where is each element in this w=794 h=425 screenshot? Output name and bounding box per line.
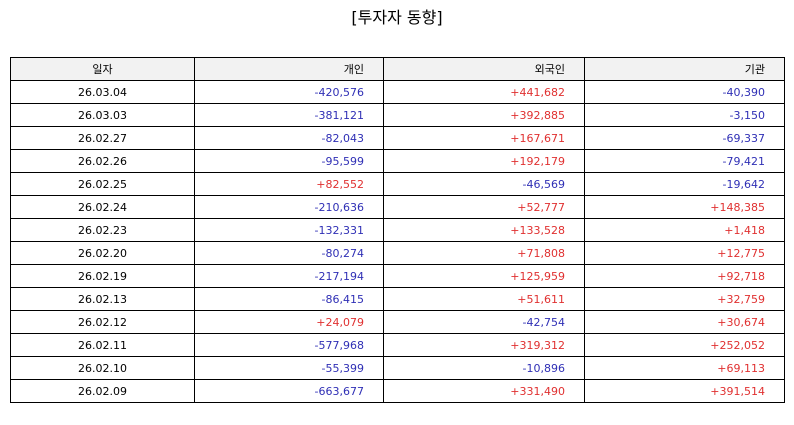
cell-date: 26.02.24 [10,195,195,219]
cell-date: 26.03.04 [10,80,195,104]
cell-foreign: +71,808 [383,241,585,265]
cell-individual: +24,079 [194,310,384,334]
cell-institution: -40,390 [584,80,785,104]
cell-institution: -79,421 [584,149,785,173]
cell-date: 26.02.20 [10,241,195,265]
header-institution: 기관 [584,57,785,81]
cell-foreign: +192,179 [383,149,585,173]
cell-date: 26.03.03 [10,103,195,127]
cell-date: 26.02.25 [10,172,195,196]
cell-foreign: +167,671 [383,126,585,150]
cell-date: 26.02.23 [10,218,195,242]
cell-institution: +32,759 [584,287,785,311]
cell-date: 26.02.27 [10,126,195,150]
cell-date: 26.02.13 [10,287,195,311]
cell-institution: +12,775 [584,241,785,265]
cell-individual: -577,968 [194,333,384,357]
cell-institution: +391,514 [584,379,785,403]
cell-individual: +82,552 [194,172,384,196]
table-row: 26.02.12 +24,079 -42,754 +30,674 [10,310,785,334]
cell-institution: +30,674 [584,310,785,334]
table-row: 26.03.04 -420,576 +441,682 -40,390 [10,80,785,104]
header-foreign: 외국인 [383,57,585,81]
cell-institution: +69,113 [584,356,785,380]
cell-date: 26.02.11 [10,333,195,357]
cell-foreign: +125,959 [383,264,585,288]
cell-institution: +252,052 [584,333,785,357]
cell-foreign: +441,682 [383,80,585,104]
cell-individual: -82,043 [194,126,384,150]
cell-institution: +148,385 [584,195,785,219]
cell-individual: -210,636 [194,195,384,219]
table-row: 26.02.19 -217,194 +125,959 +92,718 [10,264,785,288]
cell-institution: -19,642 [584,172,785,196]
table-row: 26.02.13 -86,415 +51,611 +32,759 [10,287,785,311]
cell-individual: -217,194 [194,264,384,288]
header-row: 일자 개인 외국인 기관 [10,57,785,81]
cell-foreign: +51,611 [383,287,585,311]
cell-individual: -420,576 [194,80,384,104]
cell-institution: +92,718 [584,264,785,288]
cell-foreign: -10,896 [383,356,585,380]
cell-individual: -132,331 [194,218,384,242]
cell-individual: -80,274 [194,241,384,265]
cell-institution: -3,150 [584,103,785,127]
table-row: 26.02.10 -55,399 -10,896 +69,113 [10,356,785,380]
cell-date: 26.02.26 [10,149,195,173]
cell-date: 26.02.09 [10,379,195,403]
table-row: 26.02.25 +82,552 -46,569 -19,642 [10,172,785,196]
table-row: 26.02.24 -210,636 +52,777 +148,385 [10,195,785,219]
cell-foreign: -46,569 [383,172,585,196]
table-row: 26.02.11 -577,968 +319,312 +252,052 [10,333,785,357]
cell-individual: -86,415 [194,287,384,311]
cell-individual: -663,677 [194,379,384,403]
cell-date: 26.02.10 [10,356,195,380]
cell-foreign: +133,528 [383,218,585,242]
cell-institution: -69,337 [584,126,785,150]
header-date: 일자 [10,57,195,81]
cell-foreign: -42,754 [383,310,585,334]
cell-foreign: +52,777 [383,195,585,219]
header-individual: 개인 [194,57,384,81]
investor-trend-table: 일자 개인 외국인 기관 26.03.04 -420,576 +441,682 -40… [10,57,785,403]
cell-individual: -55,399 [194,356,384,380]
table-row: 26.02.26 -95,599 +192,179 -79,421 [10,149,785,173]
table-row: 26.03.03 -381,121 +392,885 -3,150 [10,103,785,127]
cell-individual: -381,121 [194,103,384,127]
table-title: [투자자 동향] [351,8,443,27]
table-row: 26.02.09 -663,677 +331,490 +391,514 [10,379,785,403]
table-row: 26.02.27 -82,043 +167,671 -69,337 [10,126,785,150]
cell-foreign: +319,312 [383,333,585,357]
cell-individual: -95,599 [194,149,384,173]
table-row: 26.02.23 -132,331 +133,528 +1,418 [10,218,785,242]
cell-date: 26.02.19 [10,264,195,288]
table-body: 26.03.04 -420,576 +441,682 -40,390 26.03.03-… [10,80,785,403]
cell-foreign: +392,885 [383,103,585,127]
table-row: 26.02.20 -80,274 +71,808 +12,775 [10,241,785,265]
cell-foreign: +331,490 [383,379,585,403]
cell-date: 26.02.12 [10,310,195,334]
cell-institution: +1,418 [584,218,785,242]
